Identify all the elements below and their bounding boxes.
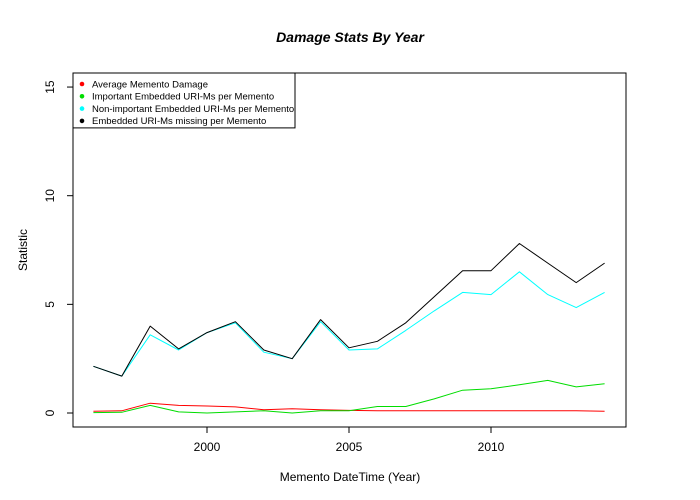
legend-swatch xyxy=(79,118,85,124)
x-tick-label: 2005 xyxy=(336,440,363,454)
series-line-4 xyxy=(93,243,605,377)
legend-swatch xyxy=(79,81,85,87)
chart-title: Damage Stats By Year xyxy=(276,29,425,45)
legend-entry: Embedded URI-Ms missing per Memento xyxy=(92,116,266,127)
y-tick-label: 15 xyxy=(43,80,57,94)
x-axis-label: Memento DateTime (Year) xyxy=(280,470,421,484)
x-tick-label: 2000 xyxy=(194,440,221,454)
legend-box xyxy=(72,72,296,129)
legend-entry: Average Memento Damage xyxy=(92,79,208,90)
legend: Average Memento Damage Important Embedded… xyxy=(72,72,296,129)
legend-entry: Important Embedded URI-Ms per Memento xyxy=(92,92,274,103)
x-tick-label: 2010 xyxy=(478,440,505,454)
series-layer xyxy=(93,243,605,414)
y-axis: 0 5 10 15 xyxy=(43,80,73,416)
legend-swatch xyxy=(79,106,85,111)
legend-entry: Non-important Embedded URI-Ms per Mement… xyxy=(92,104,294,115)
legend-swatch xyxy=(79,94,85,99)
x-axis: 2000 2005 2010 xyxy=(194,427,505,454)
series-line-2 xyxy=(93,379,605,414)
y-tick-label: 0 xyxy=(43,409,57,416)
series-line-3 xyxy=(93,271,605,377)
y-tick-label: 10 xyxy=(43,189,57,203)
y-tick-label: 5 xyxy=(43,301,57,308)
y-axis-label: Statistic xyxy=(16,229,30,271)
